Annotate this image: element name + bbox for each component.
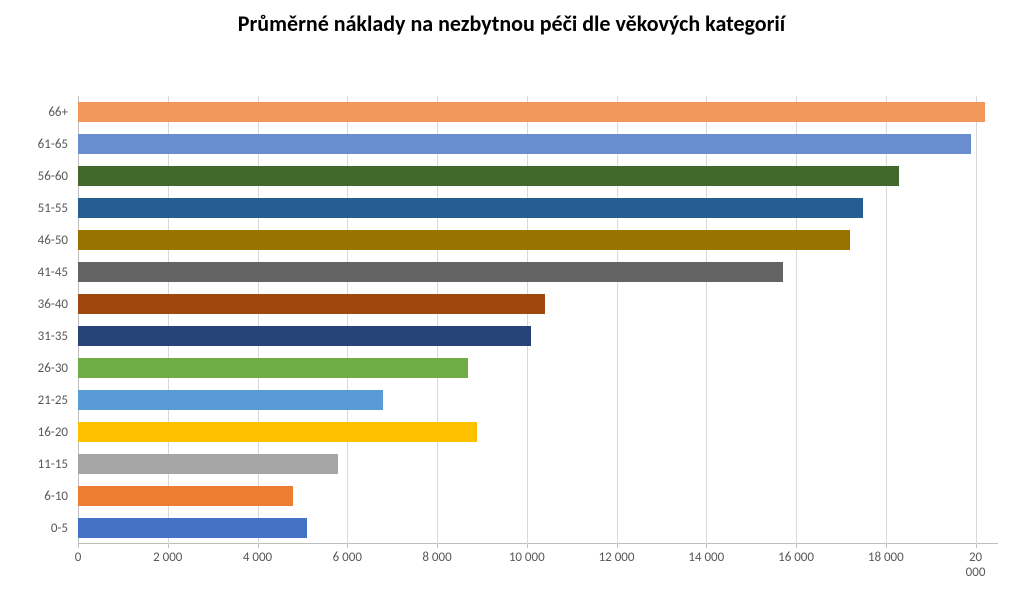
bar (78, 486, 293, 506)
y-axis-label: 61-65 (0, 137, 68, 152)
chart-title: Průměrné náklady na nezbytnou péči dle v… (0, 10, 1023, 38)
gridline (527, 96, 528, 544)
bar (78, 134, 971, 154)
x-tick (617, 544, 618, 548)
plot-area: 02 0004 0006 0008 00010 00012 00014 0001… (78, 96, 998, 544)
bar (78, 230, 850, 250)
y-axis-label: 56-60 (0, 169, 68, 184)
x-axis-label: 14 000 (688, 550, 724, 565)
x-axis-label: 0 (75, 550, 82, 565)
x-axis-label: 6 000 (333, 550, 362, 565)
bar (78, 294, 545, 314)
x-tick (796, 544, 797, 548)
x-axis-label: 12 000 (599, 550, 635, 565)
x-axis-label: 8 000 (422, 550, 451, 565)
x-axis-label: 4 000 (243, 550, 272, 565)
y-axis-label: 0-5 (0, 521, 68, 536)
bar (78, 390, 383, 410)
x-axis-label: 10 000 (509, 550, 545, 565)
y-axis-label: 6-10 (0, 489, 68, 504)
x-tick (347, 544, 348, 548)
x-tick (258, 544, 259, 548)
y-axis-label: 16-20 (0, 425, 68, 440)
x-tick (437, 544, 438, 548)
bar (78, 518, 307, 538)
bar (78, 454, 338, 474)
bar (78, 326, 531, 346)
x-axis-label: 20 000 (964, 550, 986, 580)
gridline (976, 96, 977, 544)
x-axis-label: 2 000 (153, 550, 182, 565)
y-axis-label: 21-25 (0, 393, 68, 408)
x-tick (78, 544, 79, 548)
x-axis-label: 16 000 (778, 550, 814, 565)
gridline (168, 96, 169, 544)
y-axis-label: 31-35 (0, 329, 68, 344)
x-tick (527, 544, 528, 548)
gridline (706, 96, 707, 544)
x-tick (886, 544, 887, 548)
bar (78, 422, 477, 442)
x-tick (976, 544, 977, 548)
x-tick (706, 544, 707, 548)
y-axis-label: 66+ (0, 105, 68, 120)
gridline (437, 96, 438, 544)
x-axis-label: 18 000 (868, 550, 904, 565)
gridline (886, 96, 887, 544)
y-axis-label: 36-40 (0, 297, 68, 312)
y-axis-label: 11-15 (0, 457, 68, 472)
chart-container: Průměrné náklady na nezbytnou péči dle v… (0, 0, 1023, 590)
y-axis-label: 41-45 (0, 265, 68, 280)
bar (78, 262, 783, 282)
gridline (617, 96, 618, 544)
x-axis-line (78, 543, 998, 544)
x-tick (168, 544, 169, 548)
y-axis-label: 46-50 (0, 233, 68, 248)
gridline (258, 96, 259, 544)
bar (78, 358, 468, 378)
y-axis-label: 51-55 (0, 201, 68, 216)
bar (78, 198, 863, 218)
y-axis-line (78, 96, 79, 544)
bar (78, 102, 985, 122)
bar (78, 166, 899, 186)
y-axis-label: 26-30 (0, 361, 68, 376)
gridline (796, 96, 797, 544)
gridline (347, 96, 348, 544)
